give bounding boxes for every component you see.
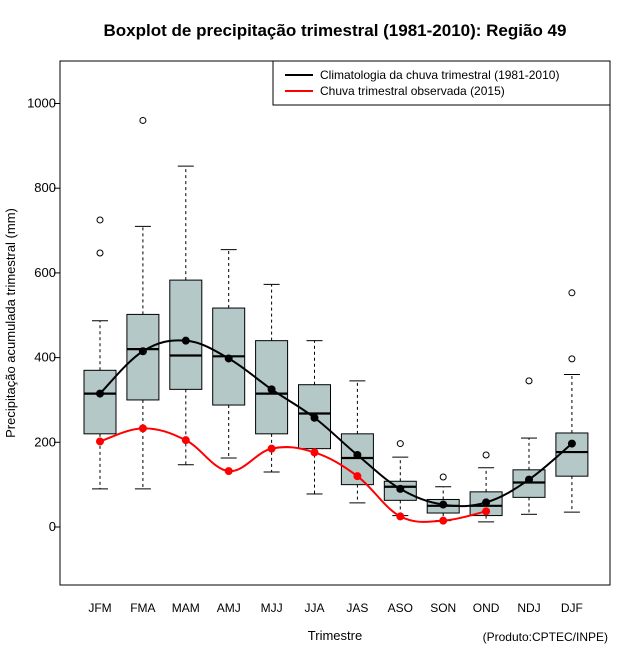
legend: Climatologia da chuva trimestral (1981-2… xyxy=(272,60,611,106)
y-tick-label: 600 xyxy=(34,265,56,280)
box-jas xyxy=(340,380,374,504)
x-tick-label: AMJ xyxy=(217,601,241,615)
outlier-point xyxy=(439,473,447,481)
box-djf xyxy=(555,289,589,513)
x-tick-label: SON xyxy=(430,601,456,615)
x-tick-label: ASO xyxy=(388,601,413,615)
series-point xyxy=(353,451,362,460)
x-tick-label: NDJ xyxy=(517,601,540,615)
x-tick-label: OND xyxy=(473,601,500,615)
series-point xyxy=(525,475,533,484)
series-line xyxy=(99,427,487,523)
x-tick-label: JAS xyxy=(346,601,368,615)
box-jfm xyxy=(83,216,117,490)
box-mam xyxy=(169,165,203,466)
series-point xyxy=(181,436,190,445)
series-point xyxy=(138,347,147,356)
box-iqr xyxy=(169,279,203,390)
x-tick-label: JJA xyxy=(304,601,324,615)
series-point xyxy=(267,385,276,394)
outlier-point xyxy=(482,451,490,459)
box-fma xyxy=(126,116,160,490)
outlier-point xyxy=(568,355,576,363)
series-point xyxy=(224,467,233,476)
series-point xyxy=(96,437,104,446)
series-point xyxy=(439,500,448,509)
box-amj xyxy=(212,249,246,459)
series-point xyxy=(353,472,362,481)
credit-text: (Produto:CPTEC/INPE) xyxy=(483,630,608,644)
series-point xyxy=(138,424,147,433)
chart-title: Boxplot de precipitação trimestral (1981… xyxy=(104,21,567,40)
y-axis: 0 200 400 600 800 1000 xyxy=(27,96,61,534)
series-point xyxy=(310,413,319,422)
box-iqr xyxy=(126,313,160,401)
y-axis-label: Precipitação acumulada trimestral (mm) xyxy=(3,208,18,438)
x-axis-label: Trimestre xyxy=(308,628,362,643)
series-observed xyxy=(96,424,491,525)
outlier-point xyxy=(525,377,533,385)
outlier-point xyxy=(96,216,104,224)
outlier-point xyxy=(96,249,104,257)
outlier-point xyxy=(396,440,404,448)
y-tick-label: 400 xyxy=(34,350,56,365)
series-point xyxy=(482,507,491,516)
series-point xyxy=(396,484,405,493)
series-point xyxy=(439,516,448,525)
series-point xyxy=(224,354,233,363)
y-tick-label: 800 xyxy=(34,180,56,195)
legend-label-climatology: Climatologia da chuva trimestral (1981-2… xyxy=(320,68,559,82)
y-tick-label: 1000 xyxy=(27,96,56,111)
box-ndj xyxy=(512,377,546,515)
outlier-point xyxy=(139,116,147,124)
box-aso xyxy=(383,440,417,517)
series-climatology xyxy=(96,336,576,509)
x-tick-label: MAM xyxy=(172,601,200,615)
y-tick-label: 200 xyxy=(34,434,56,449)
series-point xyxy=(482,498,491,507)
series-point xyxy=(181,336,190,345)
box-mjj xyxy=(255,283,289,473)
series-point xyxy=(567,439,576,448)
y-tick-label: 0 xyxy=(49,519,56,534)
box-son xyxy=(426,473,460,522)
legend-label-observed: Chuva trimestral observada (2015) xyxy=(320,84,505,98)
series-point xyxy=(267,444,276,453)
legend-box xyxy=(272,60,611,106)
series-point xyxy=(396,512,405,521)
series-lines-group xyxy=(96,336,576,525)
x-tick-label: MJJ xyxy=(261,601,283,615)
x-axis: JFM FMA MAM AMJ MJJ JJA JAS ASO SON OND NDJ DJF xyxy=(88,601,583,615)
x-tick-label: JFM xyxy=(88,601,111,615)
series-point xyxy=(96,389,104,398)
x-tick-label: FMA xyxy=(130,601,155,615)
x-tick-label: DJF xyxy=(561,601,583,615)
boxes-group xyxy=(83,116,589,523)
outlier-point xyxy=(568,289,576,297)
series-point xyxy=(310,448,319,457)
